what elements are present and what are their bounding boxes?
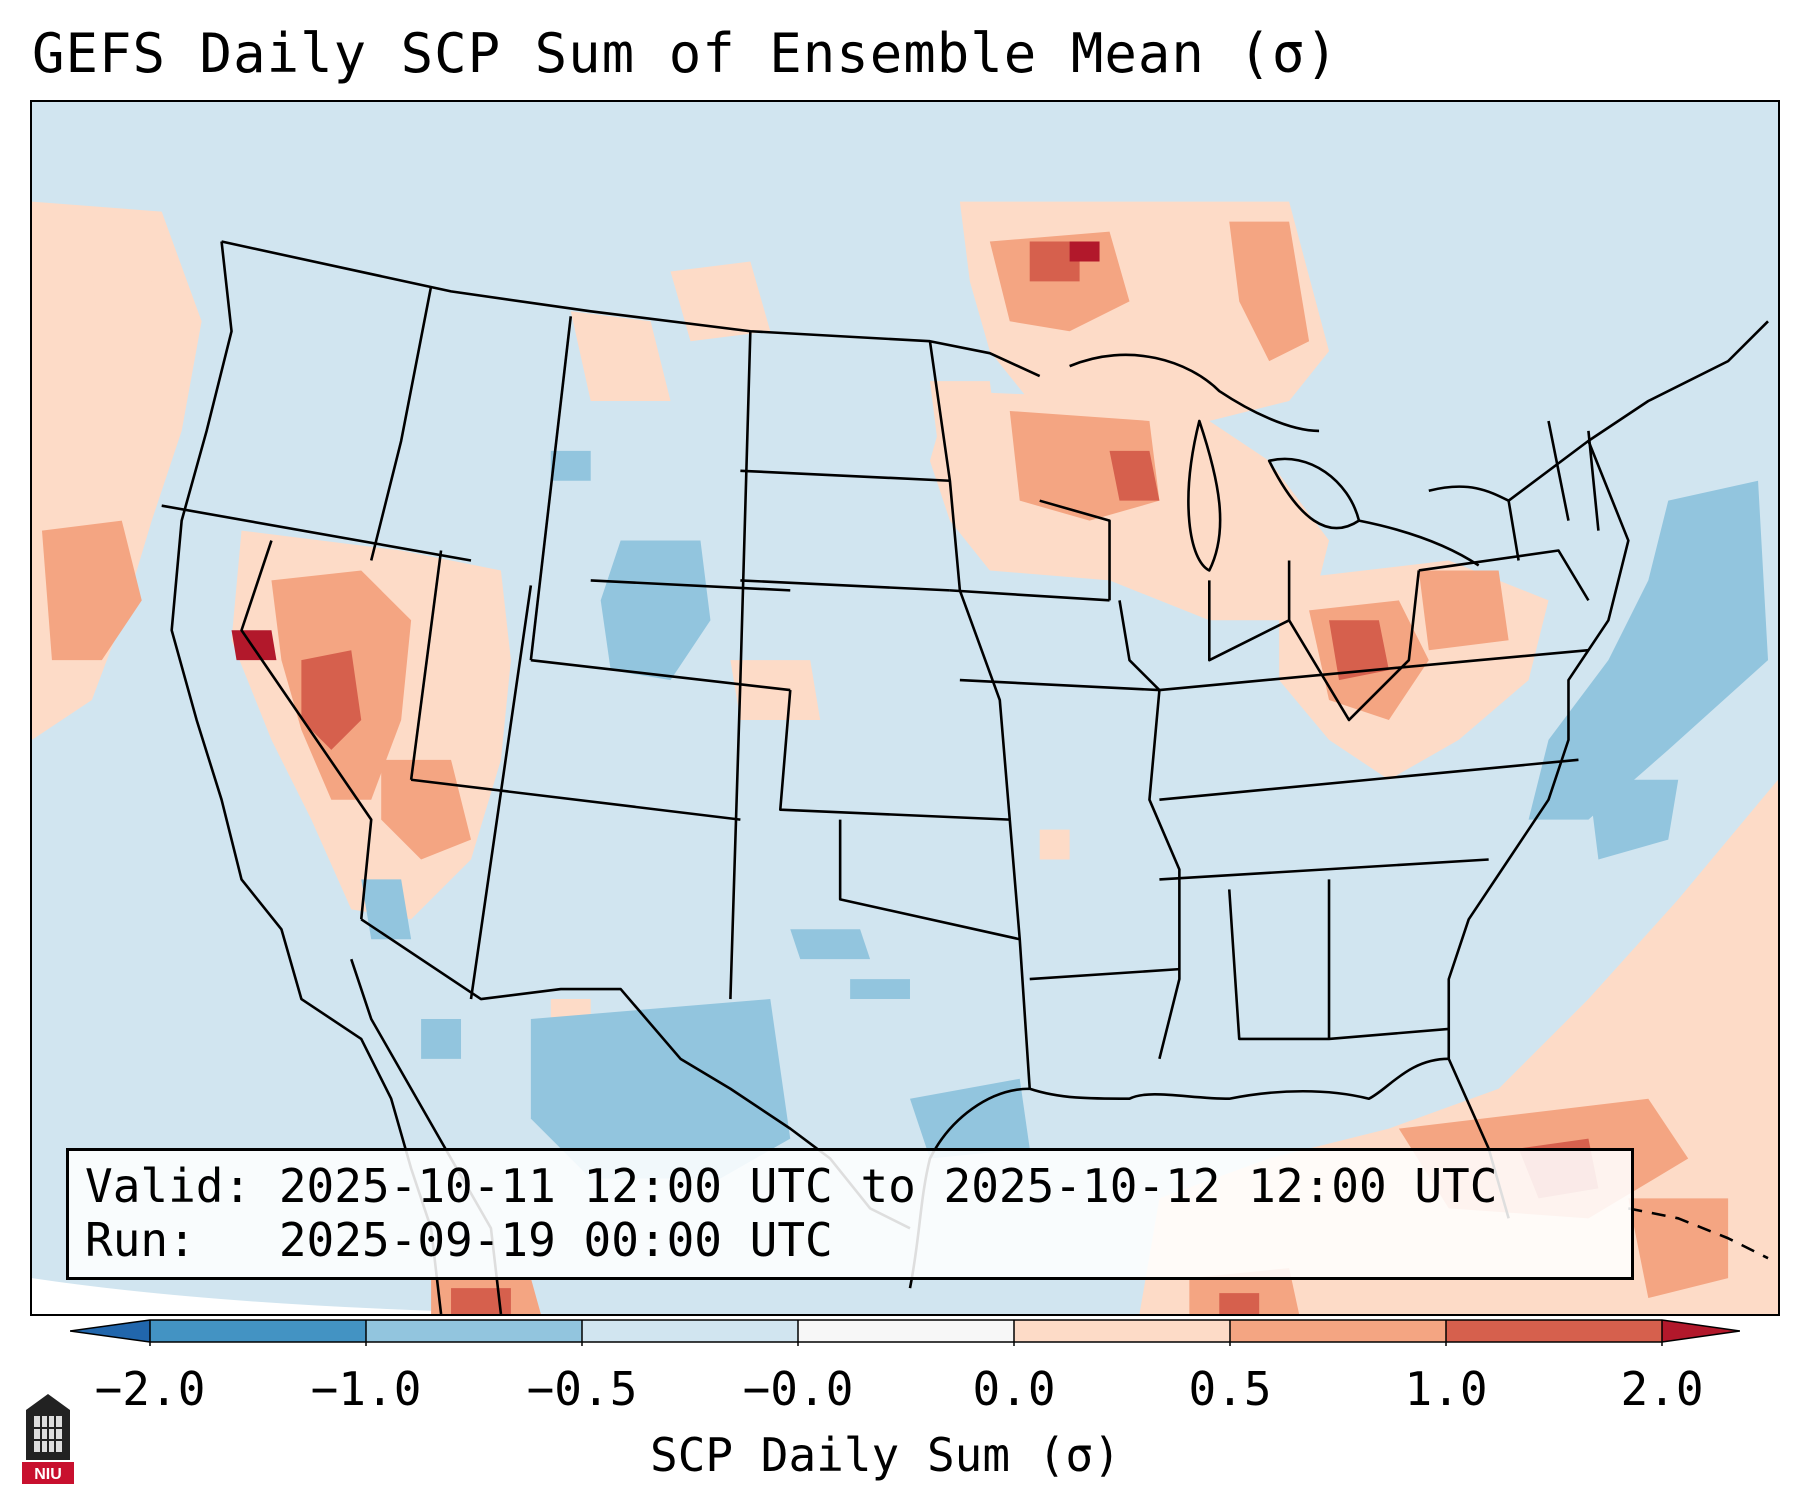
colorbar-tick-label: 0.0: [972, 1362, 1056, 1416]
negative-anomaly-regions: [361, 450, 1769, 1179]
scp-field-map: [32, 102, 1778, 1314]
run-time-text: Run: 2025-09-19 00:00 UTC: [85, 1213, 833, 1267]
map-panel[interactable]: [30, 100, 1780, 1316]
colorbar-tick-label: 0.5: [1188, 1362, 1272, 1416]
colorbar-tick-label: −1.0: [310, 1362, 422, 1416]
valid-run-info-box: Valid: 2025-10-11 12:00 UTC to 2025-10-1…: [66, 1148, 1634, 1280]
colorbar-tick-label: 2.0: [1620, 1362, 1704, 1416]
colorbar-over-arrow: [1662, 1320, 1740, 1342]
colorbar-bin-1: [150, 1320, 366, 1342]
colorbar: [70, 1319, 1740, 1346]
colorbar-tick-label: −2.0: [94, 1362, 206, 1416]
colorbar-tick-label: −0.5: [526, 1362, 638, 1416]
colorbar-bin-5: [1014, 1320, 1230, 1342]
colorbar-tick-label: 1.0: [1404, 1362, 1488, 1416]
domain-edge-left: [32, 1278, 551, 1314]
colorbar-tick-label: −0.0: [742, 1362, 854, 1416]
niu-logo: NIU: [22, 1394, 74, 1484]
colorbar-bin-6: [1230, 1320, 1446, 1342]
logo-text: NIU: [34, 1466, 62, 1483]
colorbar-under-arrow: [70, 1320, 150, 1342]
positive-anomaly-regions: [32, 201, 1778, 1314]
colorbar-bin-3: [582, 1320, 798, 1342]
valid-time-text: Valid: 2025-10-11 12:00 UTC to 2025-10-1…: [85, 1159, 1498, 1213]
colorbar-bin-4: [798, 1320, 1014, 1342]
map-title: GEFS Daily SCP Sum of Ensemble Mean (σ): [32, 22, 1339, 85]
colorbar-label: SCP Daily Sum (σ): [650, 1428, 1121, 1482]
colorbar-bin-7: [1446, 1320, 1662, 1342]
colorbar-bin-2: [366, 1320, 582, 1342]
